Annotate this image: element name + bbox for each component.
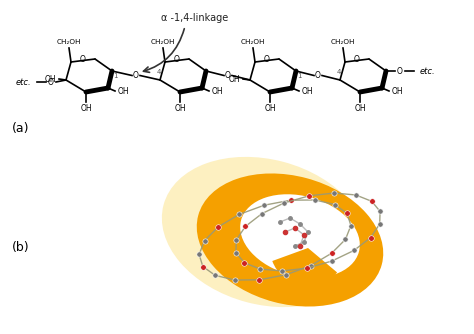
Text: OH: OH bbox=[80, 104, 92, 113]
Text: O: O bbox=[225, 71, 231, 80]
Text: OH: OH bbox=[392, 87, 404, 96]
Text: (b): (b) bbox=[12, 241, 30, 255]
Ellipse shape bbox=[162, 157, 368, 307]
Text: (a): (a) bbox=[12, 122, 29, 135]
Text: α -1,4-linkage: α -1,4-linkage bbox=[161, 13, 228, 23]
Text: etc.: etc. bbox=[420, 66, 436, 75]
Text: OH: OH bbox=[45, 74, 56, 84]
Text: O: O bbox=[48, 77, 54, 87]
Text: 1: 1 bbox=[113, 73, 118, 79]
Wedge shape bbox=[272, 248, 337, 286]
Text: 1: 1 bbox=[297, 73, 301, 79]
Text: O: O bbox=[174, 55, 180, 64]
Text: OH: OH bbox=[118, 87, 129, 96]
Text: OH: OH bbox=[212, 87, 224, 96]
Text: O: O bbox=[80, 55, 86, 64]
Text: O: O bbox=[315, 71, 321, 80]
Text: CH₂OH: CH₂OH bbox=[241, 39, 265, 45]
Text: 4: 4 bbox=[337, 69, 341, 75]
Text: OH: OH bbox=[174, 104, 186, 113]
Text: O: O bbox=[397, 66, 403, 75]
Ellipse shape bbox=[197, 173, 383, 307]
Text: O: O bbox=[264, 55, 270, 64]
Text: CH₂OH: CH₂OH bbox=[151, 39, 175, 45]
Ellipse shape bbox=[240, 194, 360, 278]
Text: O: O bbox=[133, 71, 139, 80]
Text: OH: OH bbox=[302, 87, 314, 96]
Text: OH: OH bbox=[228, 74, 240, 84]
Text: OH: OH bbox=[354, 104, 366, 113]
Text: 4: 4 bbox=[157, 69, 161, 75]
Text: CH₂OH: CH₂OH bbox=[57, 39, 81, 45]
Text: etc.: etc. bbox=[15, 77, 31, 87]
Text: OH: OH bbox=[264, 104, 276, 113]
Text: O: O bbox=[354, 55, 360, 64]
Text: CH₂OH: CH₂OH bbox=[331, 39, 355, 45]
